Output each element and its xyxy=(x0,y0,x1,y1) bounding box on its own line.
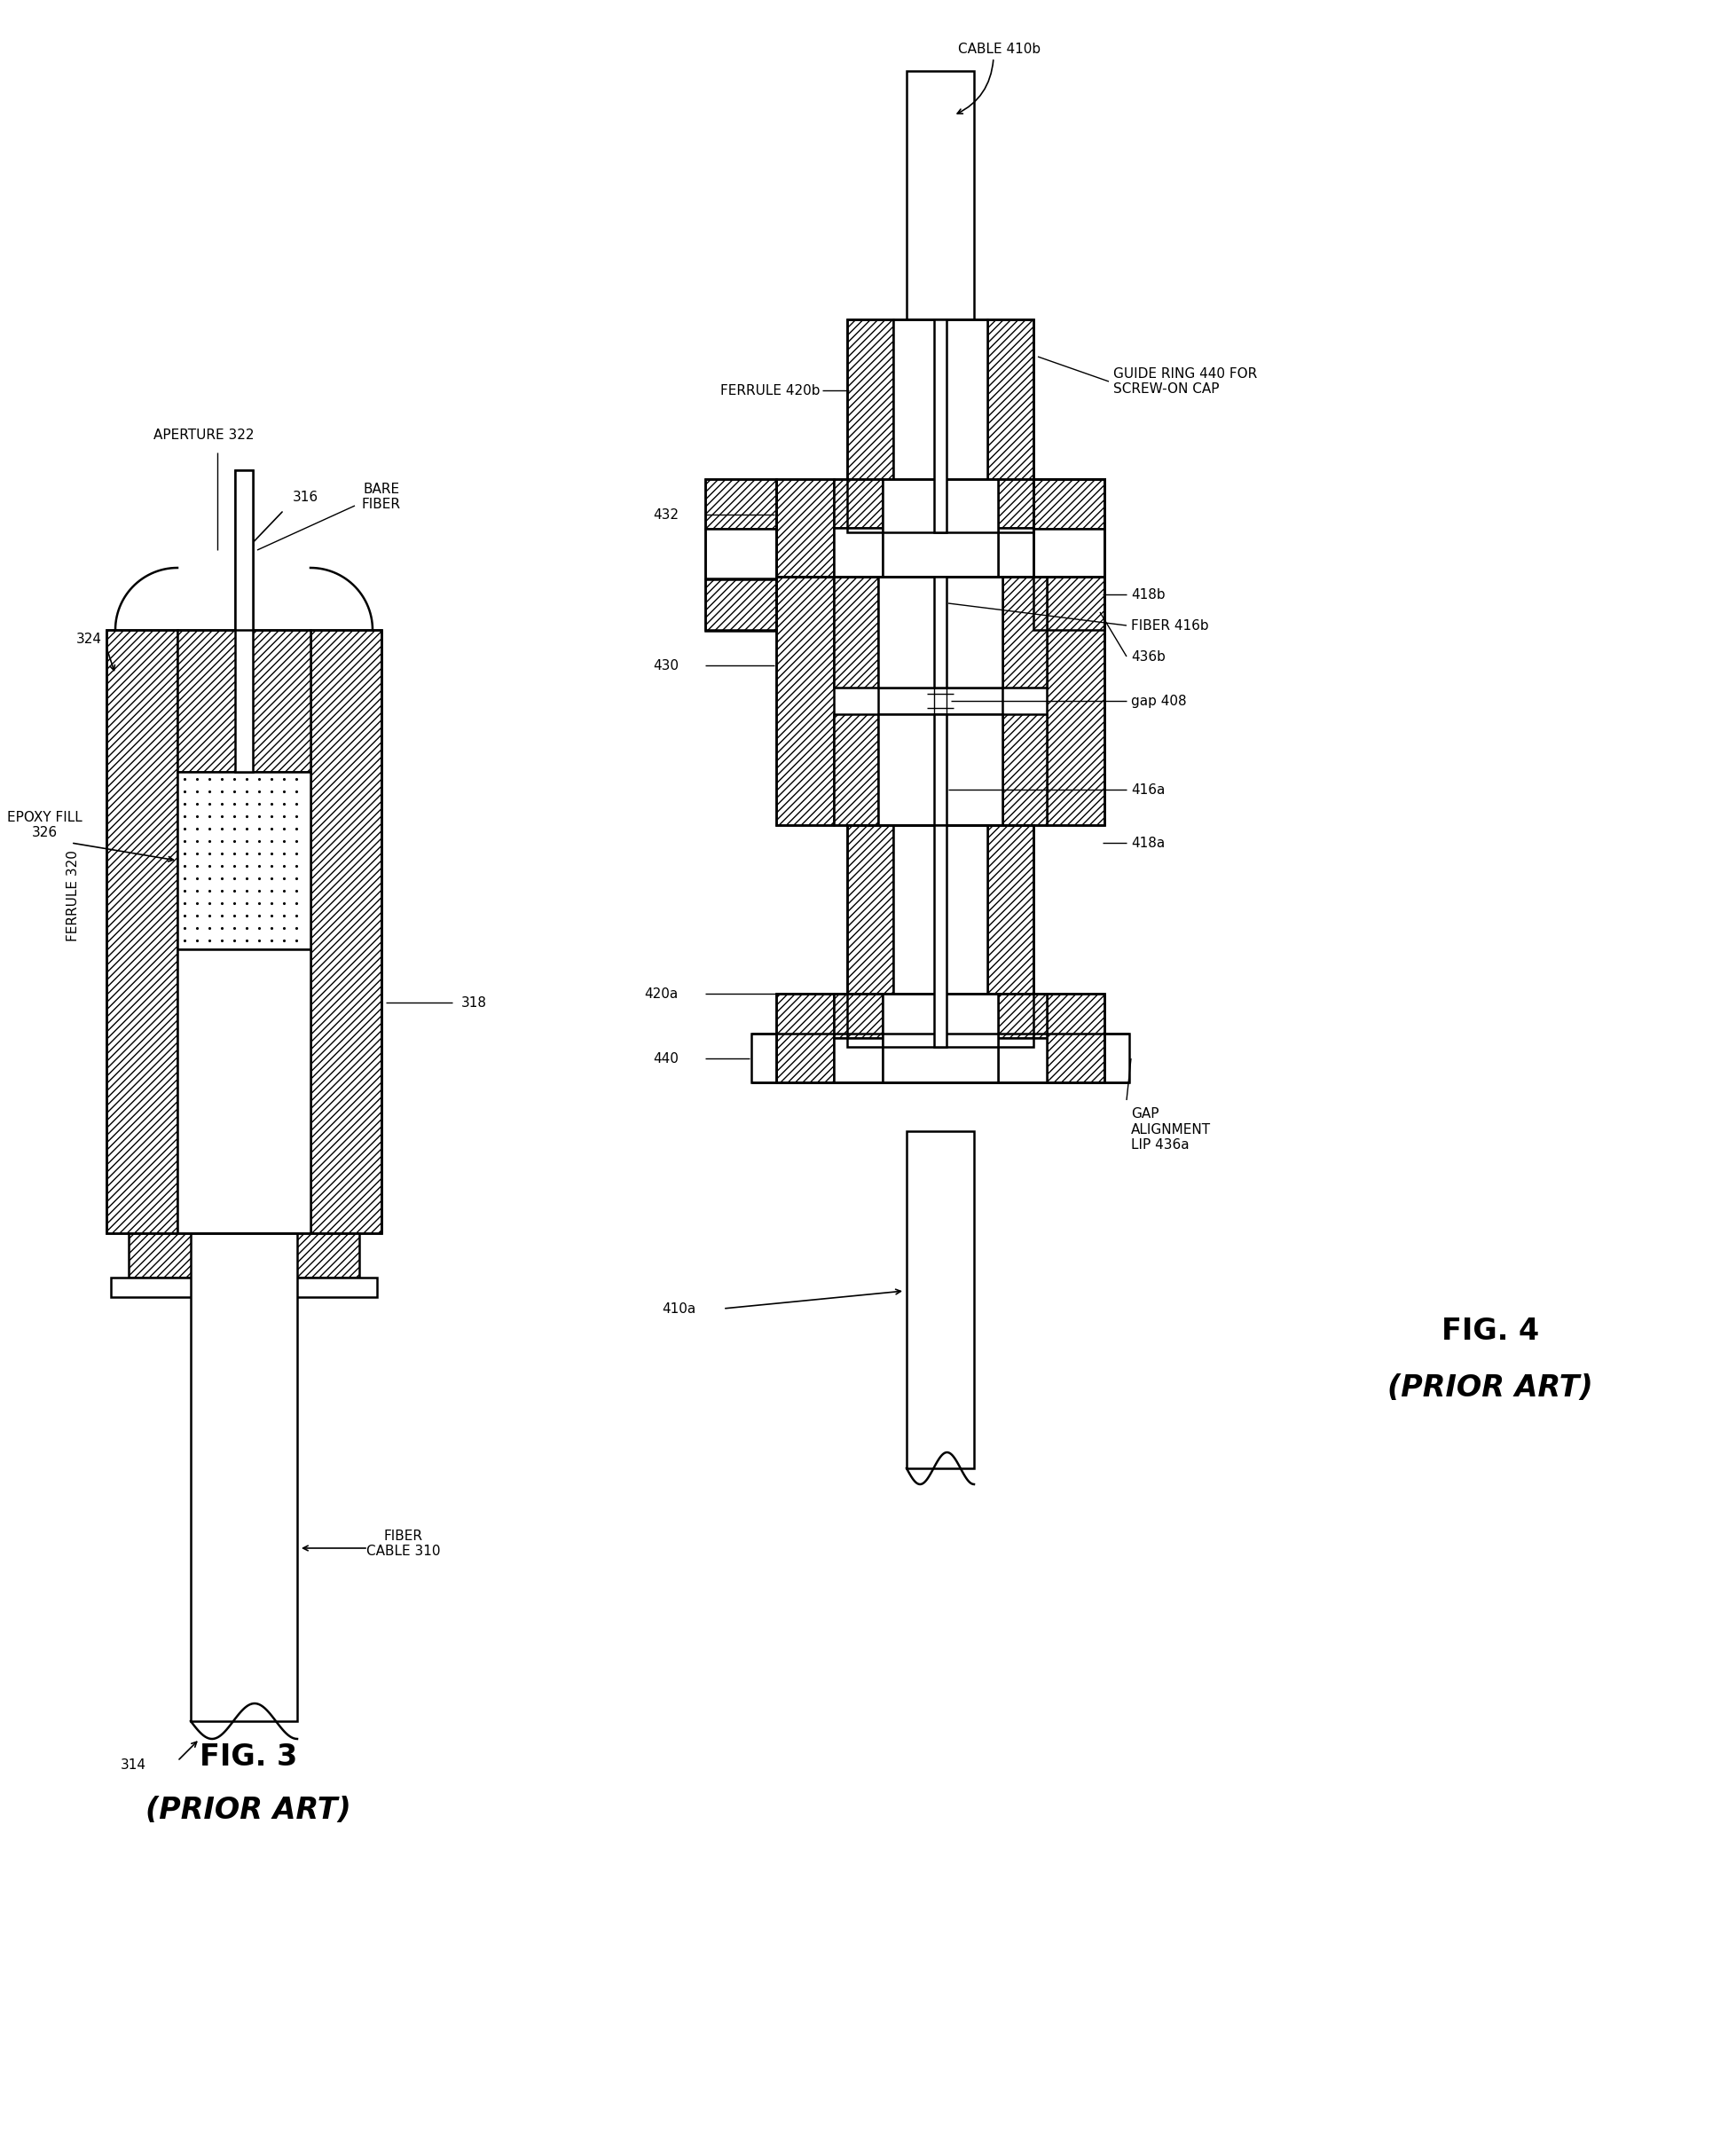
Text: FERRULE 420b: FERRULE 420b xyxy=(720,384,819,397)
Bar xyxy=(847,319,892,532)
Bar xyxy=(878,578,1002,687)
Bar xyxy=(1002,578,1047,687)
Text: 324: 324 xyxy=(76,631,102,647)
Bar xyxy=(998,1039,1047,1082)
Bar xyxy=(776,578,1104,825)
Bar xyxy=(882,993,998,1082)
Bar xyxy=(191,1233,297,1722)
Text: FERRULE 320: FERRULE 320 xyxy=(66,851,80,942)
Bar xyxy=(1033,528,1104,578)
Text: 418b: 418b xyxy=(1130,588,1165,601)
Text: 440: 440 xyxy=(653,1052,679,1065)
Text: GUIDE RING 440 FOR
SCREW-ON CAP: GUIDE RING 440 FOR SCREW-ON CAP xyxy=(1113,366,1257,397)
Bar xyxy=(106,629,177,1233)
Bar xyxy=(128,1233,359,1278)
Bar xyxy=(776,993,833,1082)
Bar xyxy=(177,629,311,771)
Bar xyxy=(833,993,882,1039)
Bar xyxy=(705,478,776,629)
Bar xyxy=(1033,478,1104,528)
Text: 318: 318 xyxy=(462,996,486,1009)
Bar xyxy=(892,825,986,1047)
Bar xyxy=(998,478,1047,528)
Bar xyxy=(882,478,998,578)
Bar xyxy=(177,950,311,1233)
Bar xyxy=(1033,580,1104,631)
Bar xyxy=(892,319,986,532)
Text: 420a: 420a xyxy=(644,987,679,1000)
Bar xyxy=(106,629,382,1233)
Bar xyxy=(1047,478,1104,578)
Bar xyxy=(833,578,878,687)
Text: CABLE 410b: CABLE 410b xyxy=(958,43,1040,56)
Bar xyxy=(906,1131,974,1468)
Text: FIG. 4: FIG. 4 xyxy=(1441,1317,1538,1345)
Bar xyxy=(847,825,1033,1047)
Bar xyxy=(234,470,253,629)
Bar xyxy=(934,578,946,687)
Text: APERTURE 322: APERTURE 322 xyxy=(153,429,253,442)
Bar xyxy=(311,629,382,1233)
Text: 430: 430 xyxy=(653,659,679,672)
Text: 316: 316 xyxy=(293,489,318,504)
Bar xyxy=(998,993,1047,1039)
Bar xyxy=(705,580,776,631)
Bar xyxy=(986,319,1033,532)
Text: EPOXY FILL
326: EPOXY FILL 326 xyxy=(7,810,82,840)
Bar xyxy=(847,319,1033,532)
Bar xyxy=(878,687,1002,713)
Bar xyxy=(776,578,833,825)
Bar xyxy=(833,1039,882,1082)
Bar xyxy=(776,478,833,578)
Bar xyxy=(776,993,1104,1082)
Text: 410a: 410a xyxy=(661,1302,696,1315)
Text: 314: 314 xyxy=(120,1758,146,1771)
Text: (PRIOR ART): (PRIOR ART) xyxy=(146,1795,351,1825)
Bar xyxy=(1047,993,1104,1082)
Bar xyxy=(111,1278,377,1297)
Text: BARE
FIBER: BARE FIBER xyxy=(361,483,401,511)
Text: FIBER
CABLE 310: FIBER CABLE 310 xyxy=(366,1530,441,1558)
Bar xyxy=(177,771,311,950)
Bar xyxy=(906,71,974,319)
Text: 432: 432 xyxy=(653,509,679,522)
Bar xyxy=(878,713,1002,825)
Bar xyxy=(776,478,1104,578)
Bar xyxy=(986,825,1033,1047)
Bar xyxy=(1047,578,1104,825)
Bar xyxy=(934,319,946,532)
Bar xyxy=(833,528,882,578)
Text: GAP
ALIGNMENT
LIP 436a: GAP ALIGNMENT LIP 436a xyxy=(1130,1108,1210,1151)
Text: gap 408: gap 408 xyxy=(1130,694,1186,707)
Bar xyxy=(1002,713,1047,825)
Bar xyxy=(234,470,253,771)
Text: FIG. 3: FIG. 3 xyxy=(200,1741,297,1771)
Bar xyxy=(833,478,882,528)
Bar xyxy=(752,1034,776,1082)
Bar xyxy=(934,825,946,1047)
Text: (PRIOR ART): (PRIOR ART) xyxy=(1387,1375,1592,1403)
Bar xyxy=(934,713,946,825)
Bar xyxy=(705,528,776,578)
Text: FIBER 416b: FIBER 416b xyxy=(1130,618,1208,631)
Bar xyxy=(1104,1034,1128,1082)
Bar xyxy=(847,825,892,1047)
Bar xyxy=(705,478,776,528)
Bar xyxy=(833,713,878,825)
Text: 416a: 416a xyxy=(1130,782,1165,795)
Text: 418a: 418a xyxy=(1130,836,1165,849)
Bar xyxy=(998,528,1047,578)
Text: 436b: 436b xyxy=(1130,651,1165,664)
Bar xyxy=(1033,478,1104,629)
